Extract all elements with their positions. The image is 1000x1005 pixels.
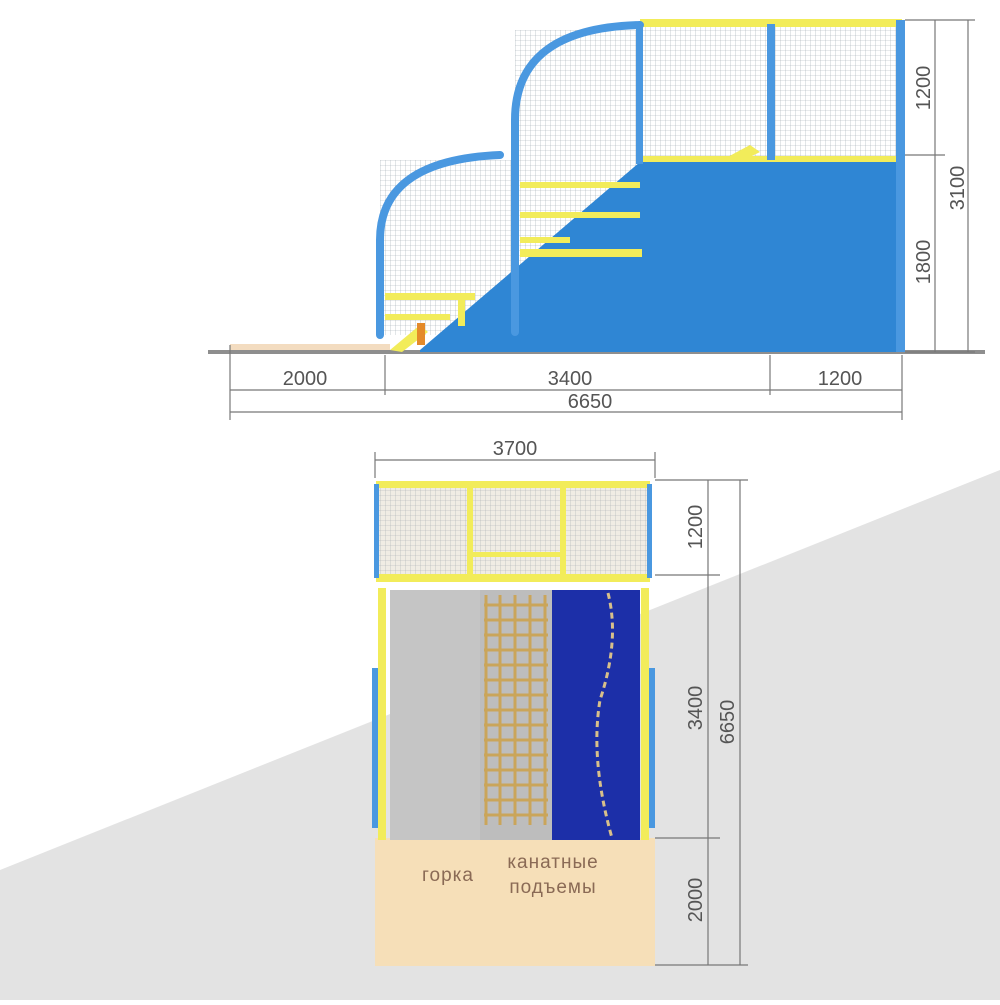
plan-top-deck	[378, 484, 648, 578]
dim-plan-top: 1200	[685, 505, 707, 550]
step-bar-5	[520, 237, 570, 243]
arch-high	[511, 21, 644, 336]
plan-frame-left	[378, 588, 386, 840]
label-slide: горка	[422, 865, 474, 886]
tunnel-slide	[722, 145, 760, 162]
dim-side-top: 1200	[913, 66, 935, 111]
plan-dimension-width: 3700	[374, 438, 656, 478]
plan-deck-post-2	[560, 484, 566, 576]
side-view: 2000 3400 1200 6650 1200 1800 3100	[208, 19, 985, 420]
label-rope-climb-1: канатные	[507, 852, 598, 873]
dim-side-total: 6650	[568, 391, 613, 413]
step-post	[458, 296, 465, 326]
frame-post-2	[767, 24, 775, 160]
plan-rope-net	[484, 595, 548, 825]
platform-edge-bar	[520, 249, 642, 257]
dim-side-right: 1200	[818, 368, 863, 390]
plan-left-frame	[374, 484, 379, 578]
plan-deck-edge	[376, 574, 650, 582]
step-bar-1	[385, 293, 475, 300]
step-bar-2	[385, 314, 450, 320]
plan-right-frame	[647, 484, 652, 578]
dim-side-total-vertical: 3100	[947, 166, 969, 211]
step-bar-4	[520, 212, 640, 218]
plan-floor-mat	[375, 838, 655, 966]
plan-deck-step	[472, 552, 562, 557]
floor-mat	[230, 344, 390, 352]
frame-post-3	[896, 20, 905, 352]
frame-post-1	[636, 24, 643, 164]
plan-climbing-rope	[595, 592, 614, 839]
dim-side-left: 2000	[283, 368, 328, 390]
top-rail	[640, 19, 902, 27]
side-dimensions-vertical: 1200 1800 3100	[905, 19, 975, 353]
dim-plan-bottom: 2000	[685, 878, 707, 923]
dim-side-bottom: 1800	[913, 240, 935, 285]
side-dimensions-horizontal: 2000 3400 1200 6650	[229, 345, 903, 420]
plan-deck-post-1	[467, 484, 473, 576]
plan-climb-wall	[552, 590, 640, 840]
plan-top-rail	[376, 481, 650, 488]
plan-dimensions-vertical: 1200 3400 2000 6650	[655, 479, 748, 966]
platform-body	[420, 162, 902, 352]
step-bar-3	[520, 182, 640, 188]
plan-slide	[390, 590, 480, 840]
dim-plan-width: 3700	[493, 438, 538, 460]
dim-side-middle: 3400	[548, 368, 593, 390]
plan-view: горка канатные подъемы 3700 1200 3400 20…	[372, 438, 748, 966]
plan-side-blue-left	[372, 668, 378, 828]
dim-plan-middle: 3400	[685, 686, 707, 731]
label-rope-climb-2: подъемы	[509, 877, 596, 898]
arch-low	[376, 151, 504, 339]
orange-block	[417, 323, 425, 345]
plan-side-blue-right	[649, 668, 655, 828]
plan-frame-right	[641, 588, 649, 840]
dim-plan-total: 6650	[717, 700, 739, 745]
